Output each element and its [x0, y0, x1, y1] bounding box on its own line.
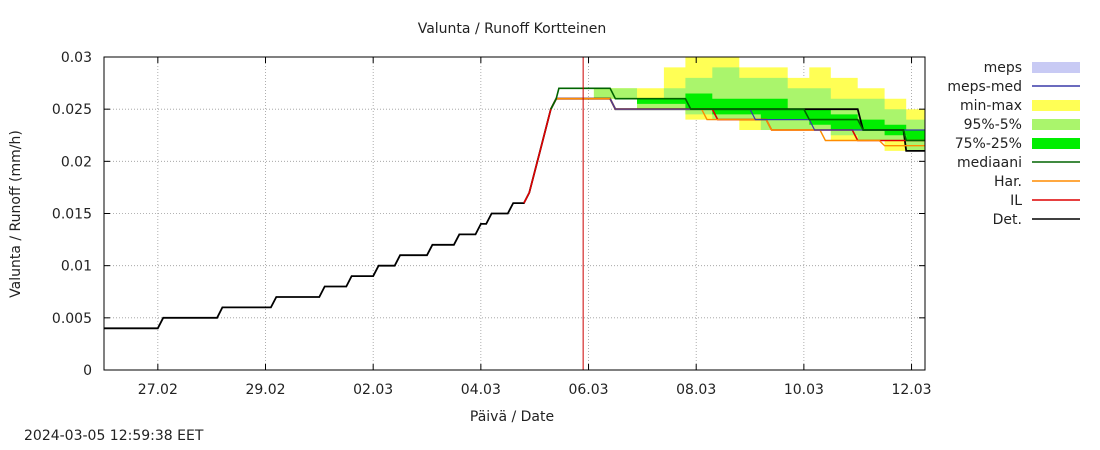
series-line-meps-med: [609, 98, 925, 131]
legend-label: meps-med: [947, 79, 1022, 95]
x-tick-label: 29.02: [245, 382, 285, 398]
legend-label: IL: [1010, 193, 1022, 209]
y-tick-label: 0: [83, 363, 92, 379]
timestamp-footer: 2024-03-05 12:59:38 EET: [24, 428, 204, 444]
legend-swatch-95%-5%: [1032, 119, 1080, 130]
series-line-mediaani: [550, 87, 925, 142]
x-axis-label: Päivä / Date: [470, 409, 554, 425]
x-tick-label: 08.03: [676, 382, 716, 398]
y-tick-label: 0.025: [52, 102, 92, 118]
chart-title: Valunta / Runoff Kortteinen: [418, 21, 607, 37]
x-tick-label: 04.03: [461, 382, 501, 398]
legend-label: meps: [984, 60, 1022, 76]
legend-swatch-75%-25%: [1032, 138, 1080, 149]
y-axis-label: Valunta / Runoff (mm/h): [8, 130, 24, 298]
legend-label: 95%-5%: [964, 117, 1022, 133]
x-tick-label: 12.03: [891, 382, 931, 398]
axes: 0 0.005 0.01 0.015 0.02 0.025 0.03 27.02 29.02 02…: [52, 50, 932, 398]
band-75%-25%: [593, 93, 925, 141]
legend-swatch-min-max: [1032, 100, 1080, 111]
y-tick-label: 0.015: [52, 207, 92, 223]
series-lines: [104, 57, 925, 370]
x-tick-label: 27.02: [138, 382, 178, 398]
x-tick-label: 02.03: [353, 382, 393, 398]
x-tick-label: 06.03: [568, 382, 608, 398]
legend-label: mediaani: [957, 155, 1022, 171]
grid: [104, 57, 925, 370]
legend-label: 75%-25%: [955, 136, 1022, 152]
y-tick-label: 0.03: [61, 50, 92, 66]
y-tick-label: 0.005: [52, 311, 92, 327]
legend-label: Har.: [994, 174, 1022, 190]
legend-swatch-meps: [1032, 62, 1080, 73]
y-tick-label: 0.01: [61, 259, 92, 275]
bands: [593, 57, 925, 151]
y-tick-label: 0.02: [61, 154, 92, 170]
legend: meps meps-med min-max 95%-5% 75%-25% mediaani…: [947, 60, 1080, 228]
legend-label: Det.: [993, 212, 1022, 228]
legend-label: min-max: [960, 98, 1022, 114]
x-tick-label: 10.03: [784, 382, 824, 398]
